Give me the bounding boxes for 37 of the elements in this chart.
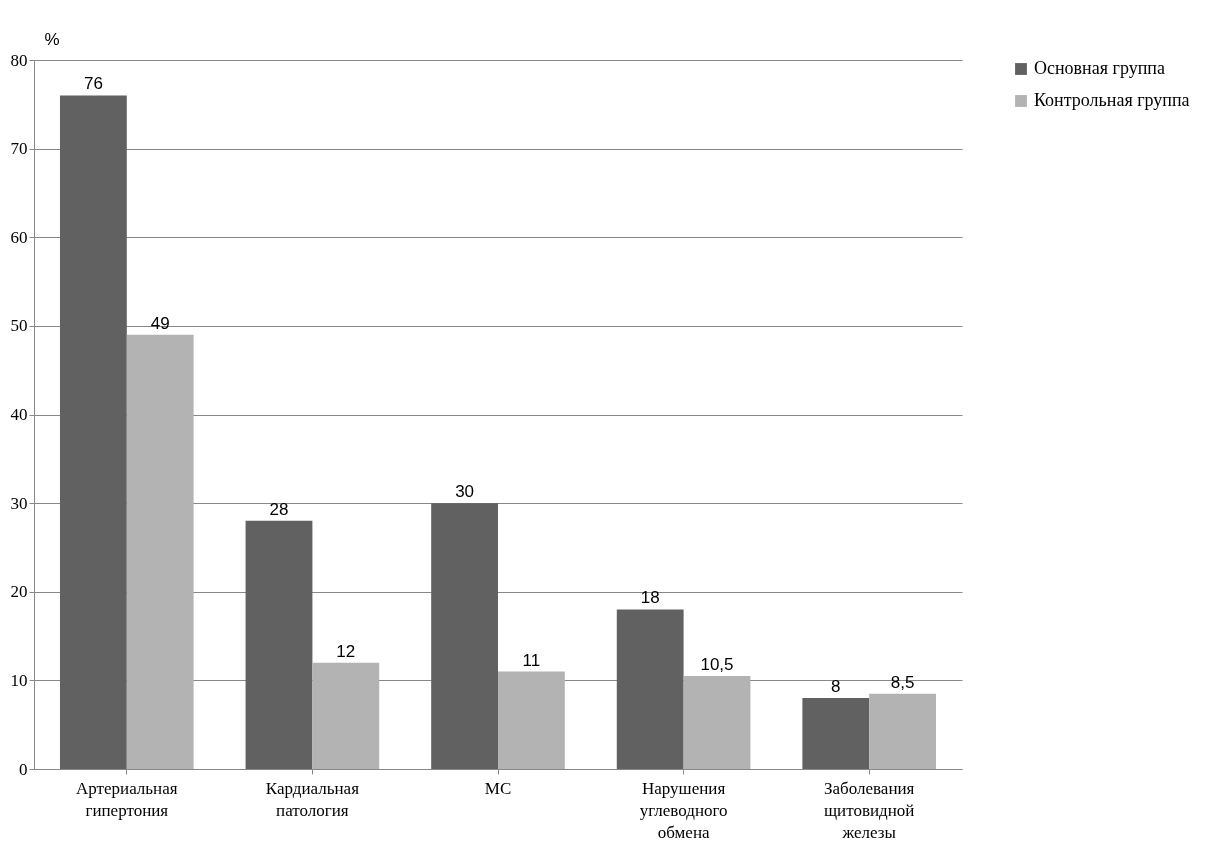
- bar: [312, 662, 380, 769]
- x-tick-label: Заболевания щитовидной железы: [824, 778, 915, 842]
- data-label: 12: [336, 641, 356, 661]
- bar: [869, 693, 937, 769]
- legend-label: Основная группа: [1034, 58, 1165, 78]
- x-tick-label: Кардиальная патология: [265, 778, 360, 820]
- data-label: 18: [640, 588, 660, 608]
- bar: [498, 671, 565, 769]
- x-tick-label: Нарушения углеводного обмена: [639, 778, 728, 842]
- y-tick-label: 70: [10, 139, 28, 159]
- y-tick-label: 80: [10, 50, 28, 70]
- data-label: 49: [150, 313, 170, 333]
- data-label: 11: [522, 650, 541, 670]
- y-axis-title: %: [44, 29, 60, 49]
- bar: [683, 675, 751, 769]
- x-tick-label: Артериальная гипертония: [76, 778, 178, 820]
- bar: [126, 334, 194, 769]
- y-tick-label: 60: [10, 227, 28, 247]
- data-label: 8,5: [890, 672, 915, 692]
- y-tick-label: 20: [10, 582, 28, 602]
- bar: [59, 95, 127, 769]
- data-label: 76: [83, 74, 103, 94]
- data-label: 30: [455, 482, 475, 502]
- y-tick-label: 10: [10, 670, 28, 690]
- y-tick-label: 50: [10, 316, 28, 336]
- data-label: 28: [269, 499, 289, 519]
- data-label: 10,5: [700, 654, 734, 674]
- y-tick-label: 0: [19, 759, 28, 779]
- bar: [245, 520, 313, 769]
- bar: [431, 503, 498, 769]
- x-tick-label: МС: [484, 778, 512, 798]
- legend-label: Контрольная группа: [1034, 90, 1190, 110]
- bar: [802, 698, 870, 769]
- data-label: 8: [831, 677, 841, 697]
- bar: [616, 609, 684, 769]
- y-tick-label: 40: [10, 405, 28, 424]
- y-tick-label: 30: [10, 493, 28, 513]
